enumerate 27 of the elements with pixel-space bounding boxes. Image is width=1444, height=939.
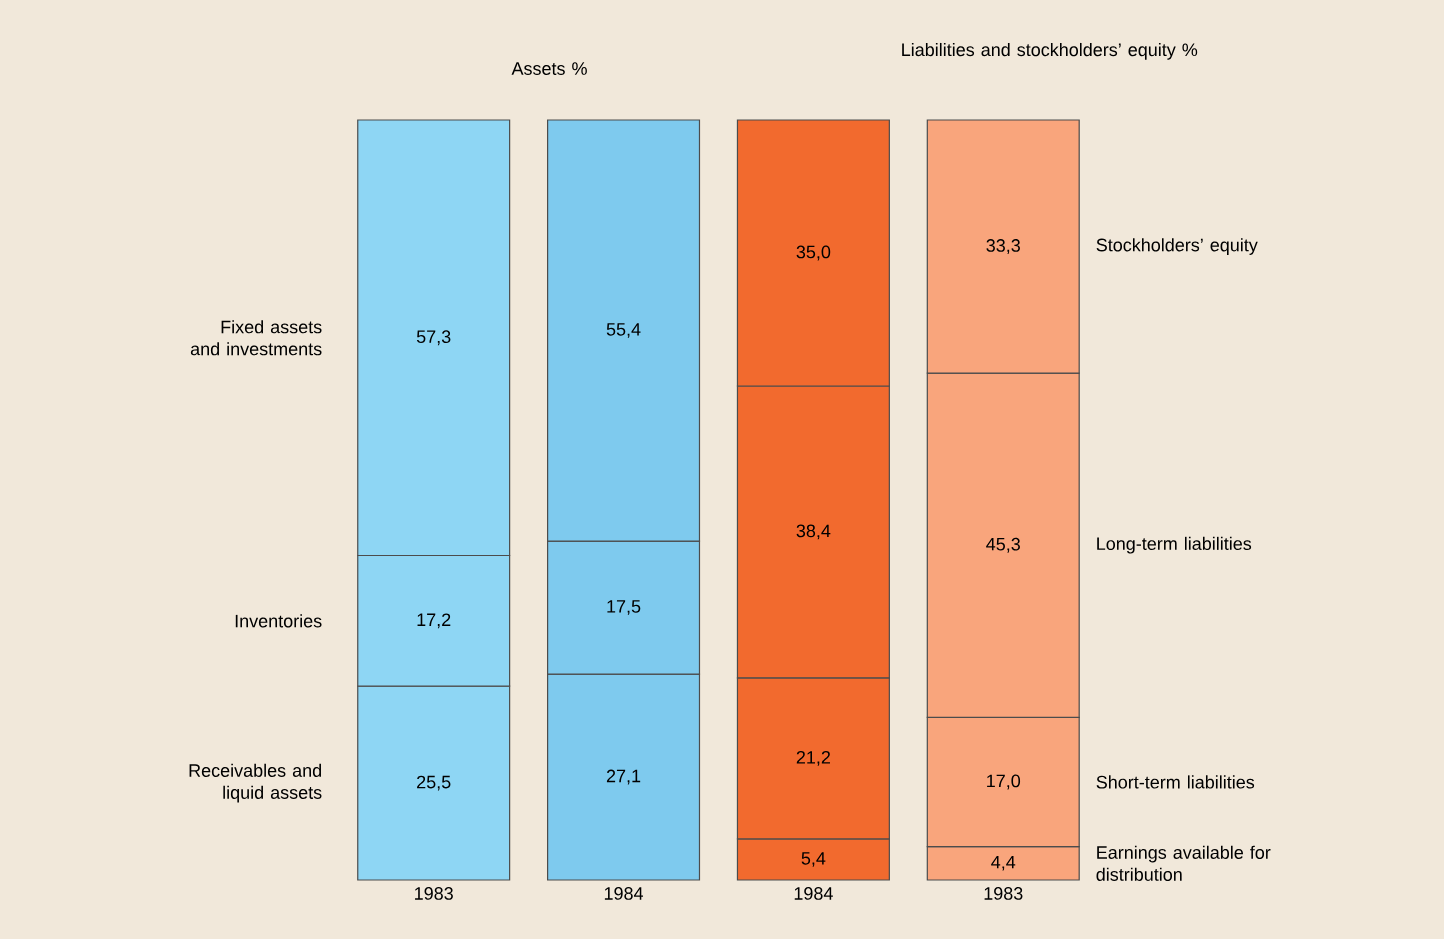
data-label: 27,1: [606, 769, 641, 785]
data-label: 35,0: [796, 245, 831, 261]
series-label: Short-term liabilities: [1096, 775, 1255, 789]
text: Fixed assets and investments: [190, 320, 322, 356]
data-label: 45,3: [986, 537, 1020, 553]
x-tick-label: 1984: [604, 887, 644, 900]
text: Liabilities and stockholders’ equity %: [902, 42, 1198, 60]
x-tick-label: 1983: [984, 887, 1023, 900]
x-tick-label: 1984: [794, 887, 833, 900]
text: Inventories: [235, 614, 322, 628]
text: Assets %: [511, 62, 587, 75]
x-tick-label: 1983: [415, 887, 453, 900]
data-label: 55,4: [606, 323, 641, 338]
data-label: 57,3: [416, 330, 451, 346]
series-label: Earnings available for distribution: [1096, 845, 1271, 881]
data-label: 33,3: [986, 239, 1020, 254]
series-label: Long-term liabilities: [1097, 536, 1252, 554]
data-label: 5,4: [801, 852, 826, 867]
data-label: 17,2: [417, 613, 451, 629]
data-label: 4,4: [991, 855, 1016, 871]
data-label: 38,4: [796, 524, 831, 540]
data-label: 25,5: [417, 775, 451, 791]
series-label: Stockholders’ equity: [1096, 238, 1258, 255]
data-label: 17,5: [607, 600, 641, 615]
data-label: 17,0: [987, 774, 1021, 790]
text: Receivables and liquid assets: [189, 763, 322, 803]
data-label: 21,2: [796, 750, 830, 766]
